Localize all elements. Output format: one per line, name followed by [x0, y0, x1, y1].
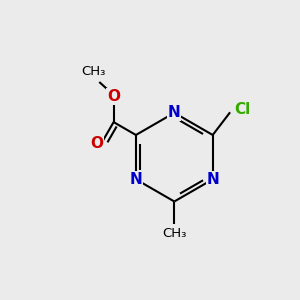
- Text: N: N: [130, 172, 142, 187]
- Text: CH₃: CH₃: [81, 65, 106, 78]
- Text: O: O: [91, 136, 103, 151]
- Text: Cl: Cl: [234, 102, 250, 117]
- Text: N: N: [206, 172, 219, 187]
- Text: O: O: [107, 89, 120, 104]
- Text: N: N: [168, 105, 181, 120]
- Text: CH₃: CH₃: [162, 227, 187, 240]
